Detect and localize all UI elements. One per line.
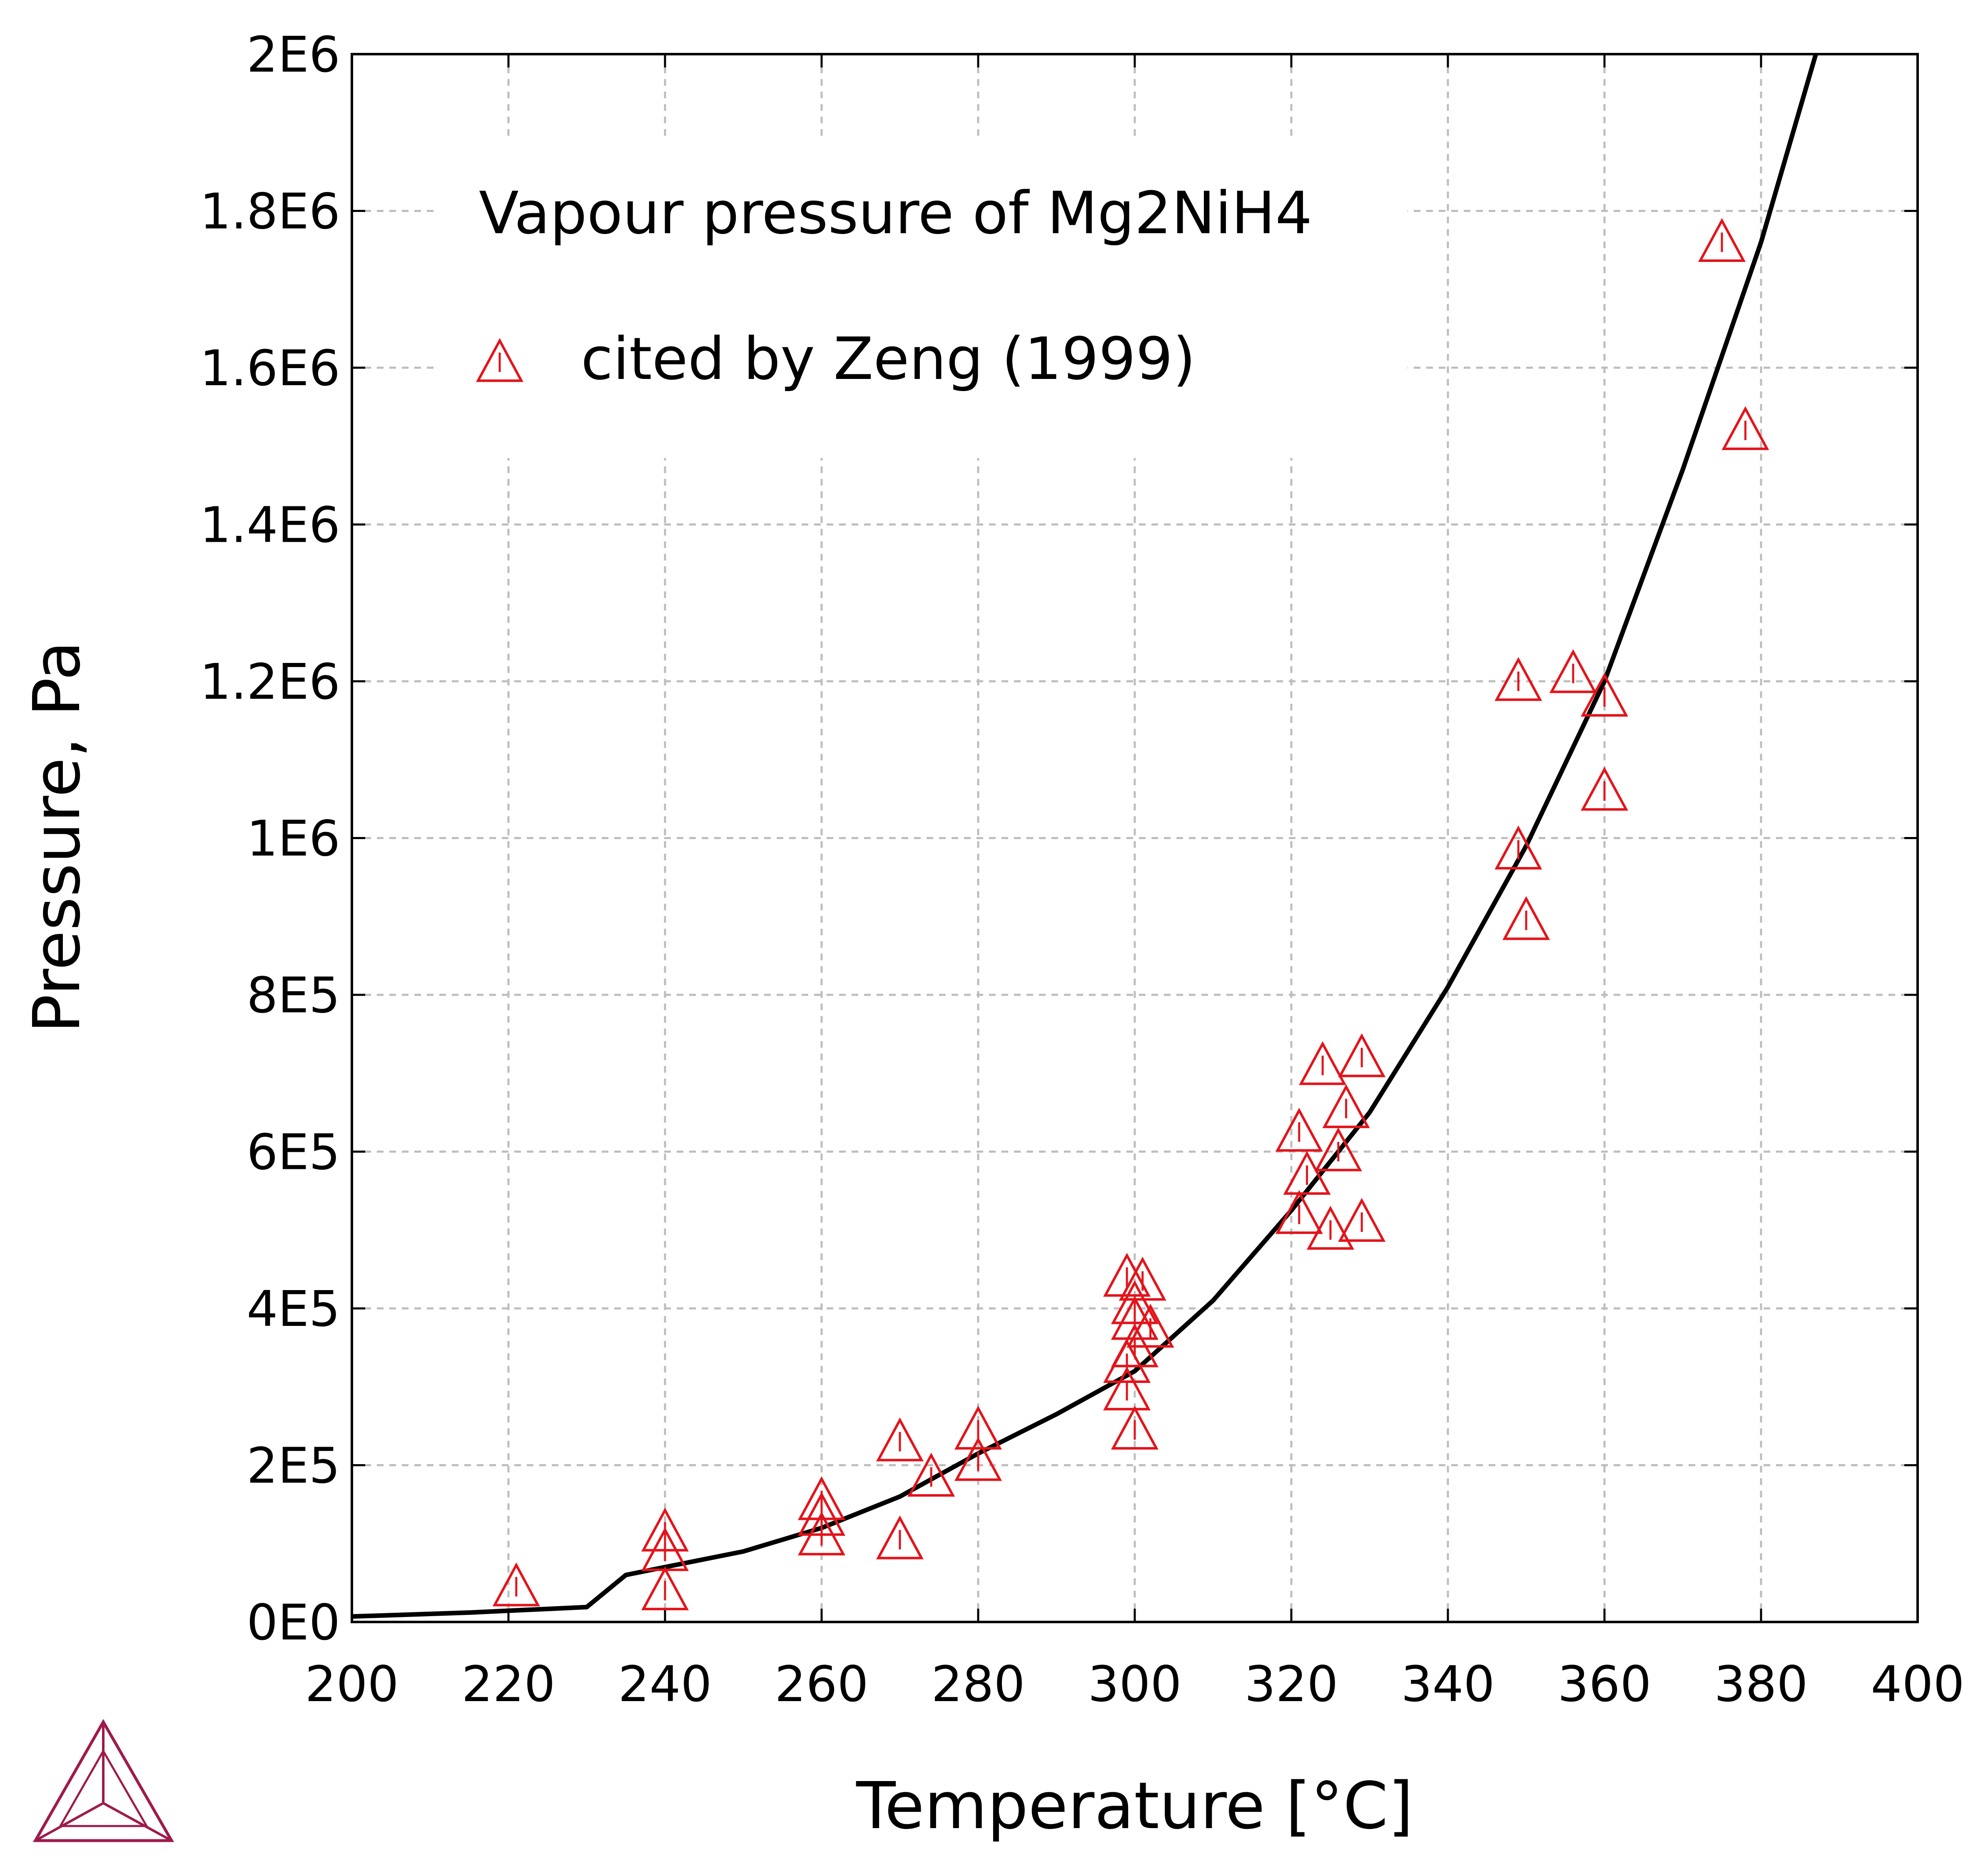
marker-outline [1275, 1190, 1323, 1234]
x-axis-title: Temperature [°C] [856, 1768, 1413, 1844]
marker-outline [1275, 1108, 1323, 1152]
data-point [1314, 1127, 1362, 1171]
data-point [1283, 1151, 1331, 1195]
marker-outline [1283, 1151, 1331, 1195]
data-point [1299, 1041, 1347, 1085]
x-tick-label: 320 [1244, 1655, 1338, 1713]
axes: 200 220 240 260 280 300 320 340 360 380 400 0E0 2E5 4… [200, 26, 1965, 1713]
data-point [1721, 406, 1769, 450]
marker-outline [954, 1437, 1002, 1481]
marker-outline [476, 338, 524, 382]
data-point [797, 1511, 846, 1556]
x-tick-label: 300 [1088, 1655, 1181, 1713]
data-point [641, 1566, 689, 1610]
legend-background [437, 142, 1408, 458]
marker-outline [1721, 406, 1769, 450]
thermo-calc-triangle-logo [32, 1719, 174, 1842]
marker-outline [1549, 649, 1597, 693]
y-tick-label: 2E5 [247, 1437, 340, 1495]
legend-triangle-marker [476, 338, 524, 382]
legend: Vapour pressure of Mg2NiH4 cited by Zeng… [437, 142, 1408, 458]
y-tick-label: 4E5 [247, 1280, 340, 1338]
x-tick-label: 380 [1714, 1655, 1808, 1713]
logo-edge [35, 1802, 104, 1842]
legend-title: Vapour pressure of Mg2NiH4 [479, 179, 1312, 247]
data-point [1580, 767, 1629, 811]
x-tick-label: 260 [775, 1655, 868, 1713]
y-tick-label: 1E6 [247, 810, 340, 867]
x-tick-label: 220 [461, 1655, 555, 1713]
data-point [1495, 825, 1542, 869]
data-point [1275, 1108, 1323, 1152]
marker-outline [1502, 896, 1550, 940]
y-tick-label: 1.2E6 [200, 653, 340, 710]
marker-outline [1698, 218, 1746, 262]
logo-inner-triangle [58, 1749, 149, 1827]
data-point [1275, 1190, 1323, 1234]
marker-outline [1495, 825, 1542, 869]
data-point [907, 1452, 955, 1497]
y-tick-label: 8E5 [247, 967, 340, 1024]
data-point [954, 1405, 1002, 1450]
marker-outline [1322, 1084, 1370, 1129]
data-point [1322, 1084, 1370, 1129]
logo-edge [102, 1802, 172, 1842]
marker-outline [1495, 657, 1542, 701]
x-tick-label: 240 [618, 1655, 712, 1713]
x-tick-label: 360 [1557, 1655, 1651, 1713]
marker-outline [492, 1562, 540, 1607]
data-point [1580, 673, 1629, 717]
y-tick-label: 6E5 [247, 1124, 340, 1181]
data-point [1338, 1198, 1386, 1242]
y-tick-label: 2E6 [247, 26, 340, 83]
model-curve [351, 53, 1818, 1619]
marker-outline [1338, 1198, 1386, 1242]
marker-outline [1338, 1033, 1386, 1077]
marker-outline [641, 1566, 689, 1610]
marker-outline [1306, 1206, 1355, 1250]
logo-outer-triangle [32, 1719, 174, 1842]
data-point [1495, 657, 1542, 701]
x-tick-label: 280 [931, 1655, 1025, 1713]
marker-outline [1111, 1405, 1159, 1450]
legend-label-zeng-1999: cited by Zeng (1999) [581, 325, 1196, 393]
marker-outline [954, 1405, 1002, 1450]
data-point [492, 1562, 540, 1607]
marker-outline [876, 1417, 924, 1462]
legend-marker [476, 338, 524, 382]
marker-outline [1580, 673, 1629, 717]
marker-outline [1314, 1127, 1362, 1171]
grid [352, 54, 1918, 1622]
marker-outline [1299, 1041, 1347, 1085]
data-point [954, 1437, 1002, 1481]
data-point [1338, 1033, 1386, 1077]
data-point [1126, 1303, 1174, 1348]
y-tick-label: 1.4E6 [200, 496, 340, 554]
data-point [876, 1515, 924, 1560]
data-point [1111, 1405, 1159, 1450]
y-tick-label: 0E0 [247, 1594, 340, 1651]
data-point [1698, 218, 1746, 262]
marker-outline [907, 1452, 955, 1497]
data-point [1103, 1366, 1151, 1410]
y-tick-label: 1.6E6 [200, 339, 340, 397]
y-tick-label: 1.8E6 [200, 183, 340, 240]
x-tick-label: 400 [1871, 1655, 1964, 1713]
data-point [1549, 649, 1597, 693]
data-point [876, 1417, 924, 1462]
data-series [351, 53, 1818, 1619]
data-point [1502, 896, 1550, 940]
data-point [1306, 1206, 1355, 1250]
marker-outline [876, 1515, 924, 1560]
x-tick-label: 340 [1401, 1655, 1495, 1713]
marker-outline [797, 1511, 846, 1556]
marker-outline [1126, 1303, 1174, 1348]
y-axis-title: Pressure, Pa [19, 641, 95, 1033]
x-tick-label: 200 [305, 1655, 399, 1713]
marker-outline [1580, 767, 1629, 811]
marker-outline [1103, 1366, 1151, 1410]
